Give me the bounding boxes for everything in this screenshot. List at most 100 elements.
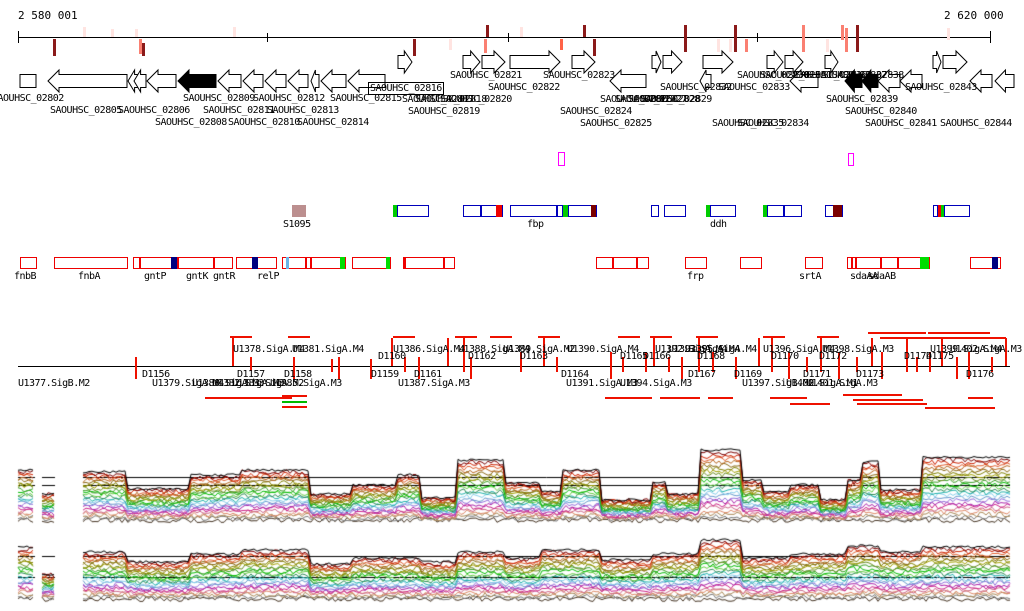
tu-label[interactable]: U1393.SigA.M4 [668, 344, 740, 355]
gene-label[interactable]: SAOUHSC_02812 [253, 93, 325, 104]
tu-boundary-bar[interactable] [968, 352, 970, 379]
tu-label[interactable]: U1391.SigA.M3 [566, 378, 638, 389]
gene-label[interactable]: SAOUHSC_02814 [297, 117, 369, 128]
blue-feature-box[interactable] [510, 205, 557, 217]
gene-label[interactable]: SAOUHSC_02808 [155, 117, 227, 128]
gene-arrow[interactable] [789, 68, 819, 94]
gene-label[interactable]: SAOUHSC_02839 [826, 94, 898, 105]
gene-label[interactable]: SAOUHSC_02802 [0, 93, 64, 104]
tu-label[interactable]: D1165 [620, 351, 648, 362]
gene-arrow[interactable] [217, 68, 242, 94]
tu-boundary-bar[interactable] [331, 359, 333, 372]
tu-segment[interactable] [288, 336, 310, 338]
gene-arrow[interactable] [146, 68, 177, 94]
red-feature-segment[interactable] [171, 257, 177, 269]
tu-segment[interactable] [968, 397, 993, 399]
red-feature-box[interactable] [352, 257, 391, 269]
tu-boundary-bar[interactable] [470, 357, 472, 379]
blue-feature-box[interactable] [568, 205, 597, 217]
tu-segment[interactable] [660, 397, 700, 399]
gene-arrow[interactable] [969, 68, 993, 94]
tu-segment[interactable] [708, 397, 733, 399]
tu-label[interactable]: U1396.SigA.M4 [763, 344, 835, 355]
tu-segment[interactable] [538, 336, 560, 338]
tu-boundary-bar[interactable] [758, 338, 760, 366]
tu-boundary-bar[interactable] [941, 338, 943, 366]
gene-label[interactable]: SAOUHSC_02830 [737, 70, 809, 81]
tu-label[interactable]: D1170 [771, 351, 799, 362]
gene-label[interactable]: SAOUHSC_02815 [330, 93, 402, 104]
gene-arrow[interactable] [320, 68, 347, 94]
tu-boundary-bar[interactable] [881, 352, 883, 379]
tu-boundary-bar[interactable] [645, 352, 647, 372]
gene-label[interactable]: SAOUHSC_02837 [815, 70, 887, 81]
gene-label[interactable]: SAOUHSC_02827 [615, 94, 687, 105]
tu-boundary-bar[interactable] [820, 338, 822, 372]
tu-segment[interactable] [940, 337, 1006, 339]
red-feature-segment[interactable] [386, 257, 390, 269]
gene-arrow[interactable] [942, 49, 968, 75]
gene-arrow[interactable] [824, 49, 839, 75]
gene-arrow[interactable] [347, 68, 386, 94]
tu-label[interactable]: U1387.SigA.M3 [398, 378, 470, 389]
red-feature-box[interactable] [282, 257, 346, 269]
gene-arrow[interactable] [310, 69, 320, 93]
gene-arrow[interactable] [651, 50, 662, 74]
blue-feature-box[interactable] [557, 205, 563, 217]
tu-boundary-bar[interactable] [463, 338, 465, 372]
gene-label[interactable]: SAOUHSC_02843 [905, 82, 977, 93]
blue-feature-segment[interactable] [938, 205, 941, 217]
blue-feature-box[interactable] [397, 205, 429, 217]
tu-label[interactable]: U1382.SigA.M3 [212, 378, 284, 389]
gene-label[interactable]: SAOUHSC_02841 [865, 118, 937, 129]
red-feature-segment[interactable] [286, 257, 289, 269]
gene-label[interactable]: SAOUHSC_02820 [440, 94, 512, 105]
red-feature-box[interactable] [20, 257, 37, 269]
blue-feature-box[interactable] [944, 205, 970, 217]
tu-label[interactable]: D1158 [284, 369, 312, 380]
gene-label[interactable]: SAOUHSC_02825 [580, 118, 652, 129]
tu-label[interactable]: U1381.SigA.M4 [292, 344, 364, 355]
blue-feature-segment[interactable] [591, 205, 596, 217]
gene-label[interactable]: SAOUHSC_02840 [845, 106, 917, 117]
tu-boundary-bar[interactable] [447, 338, 449, 366]
gene-label[interactable]: SAOUHSC_02810 [228, 117, 300, 128]
gene-arrow[interactable] [899, 68, 923, 94]
tu-segment[interactable] [696, 336, 718, 338]
red-feature-box[interactable] [178, 257, 214, 269]
red-feature-segment[interactable] [920, 257, 929, 269]
tu-boundary-bar[interactable] [520, 352, 522, 372]
gene-label[interactable]: SAOUHSC_02833 [718, 82, 790, 93]
tu-segment[interactable] [817, 336, 839, 338]
tu-segment[interactable] [650, 336, 672, 338]
tu-boundary-bar[interactable] [1005, 338, 1007, 366]
red-feature-segment[interactable] [340, 257, 345, 269]
tu-boundary-bar[interactable] [788, 352, 790, 379]
red-feature-box[interactable] [133, 257, 178, 269]
blue-feature-segment[interactable] [292, 205, 306, 217]
tu-label[interactable]: U1386.SigA.M4 [393, 344, 465, 355]
tu-label[interactable]: U1377.SigB.M2 [18, 378, 90, 389]
gene-arrow[interactable] [766, 49, 784, 75]
tu-boundary-bar[interactable] [906, 338, 908, 372]
blue-feature-segment[interactable] [393, 205, 397, 217]
gene-arrow[interactable] [287, 68, 309, 94]
gene-arrow[interactable] [242, 68, 264, 94]
tu-label[interactable]: U1380.SigA.M3 [192, 378, 264, 389]
gene-label[interactable]: SAOUHSC_02813 [267, 105, 339, 116]
tu-label[interactable]: U1388.SigA.M4 [458, 344, 530, 355]
tu-boundary-bar[interactable] [293, 357, 295, 379]
blue-feature-box[interactable] [710, 205, 736, 217]
tu-segment[interactable] [857, 403, 927, 405]
gene-arrow[interactable] [264, 68, 287, 94]
blue-feature-box[interactable] [767, 205, 784, 217]
tu-segment[interactable] [230, 336, 252, 338]
tu-label[interactable]: D1174 [904, 351, 932, 362]
gene-label[interactable]: SAOUHSC_02823 [543, 70, 615, 81]
gene-arrow[interactable] [509, 49, 561, 75]
red-feature-segment[interactable] [992, 257, 998, 269]
blue-feature-segment[interactable] [941, 205, 944, 217]
red-feature-segment[interactable] [252, 257, 258, 269]
tu-label[interactable]: D1157 [237, 369, 265, 380]
gene-label[interactable]: SAOUHSC_02809 [183, 93, 255, 104]
